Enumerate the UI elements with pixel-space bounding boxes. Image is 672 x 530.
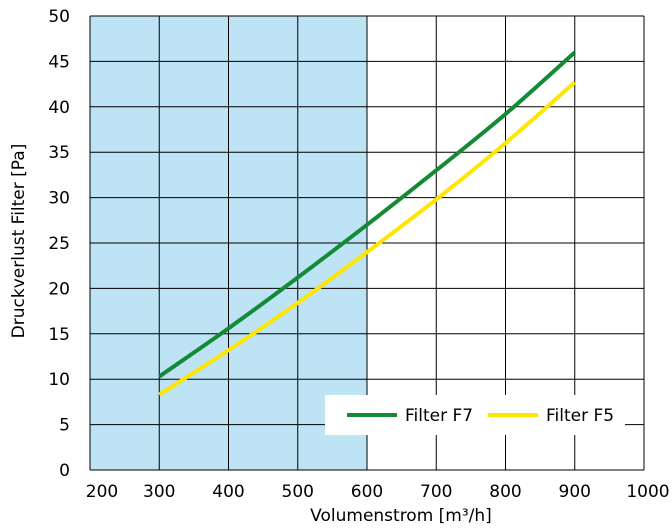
x-tick-label: 700 <box>420 482 452 502</box>
x-tick-label: 800 <box>489 482 521 502</box>
y-tick-label: 40 <box>48 98 70 118</box>
legend-label: Filter F7 <box>405 406 473 426</box>
y-tick-label: 25 <box>48 234 70 254</box>
y-tick-label: 45 <box>48 52 70 72</box>
y-tick-label: 20 <box>48 279 70 299</box>
y-tick-label: 5 <box>59 416 70 436</box>
y-tick-label: 50 <box>48 7 70 27</box>
x-tick-label: 600 <box>351 482 383 502</box>
x-tick-label: 1000 <box>626 482 669 502</box>
y-tick-label: 30 <box>48 189 70 209</box>
series-line-filter-f5 <box>158 80 577 397</box>
tick-label-layer: 200 300 400 500 600 700 800 900 1000 0 5 10 15 20 25 30… <box>48 7 669 502</box>
x-tick-label: 200 <box>86 482 118 502</box>
y-tick-label: 15 <box>48 325 70 345</box>
series-line-filter-f7 <box>158 50 577 379</box>
x-tick-label: 300 <box>143 482 175 502</box>
x-tick-label: 900 <box>559 482 591 502</box>
x-axis-label: Volumenstrom [m³/h] <box>310 506 492 526</box>
series-layer <box>158 50 577 397</box>
y-axis-label: Druckverlust Filter [Pa] <box>9 144 29 339</box>
y-tick-label: 35 <box>48 143 70 163</box>
legend: Filter F7 Filter F5 <box>325 395 625 435</box>
x-tick-label: 500 <box>282 482 314 502</box>
y-tick-label: 10 <box>48 370 70 390</box>
legend-label: Filter F5 <box>546 406 614 426</box>
grid-layer <box>89 15 645 471</box>
y-tick-label: 0 <box>59 461 70 481</box>
x-tick-label: 400 <box>212 482 244 502</box>
